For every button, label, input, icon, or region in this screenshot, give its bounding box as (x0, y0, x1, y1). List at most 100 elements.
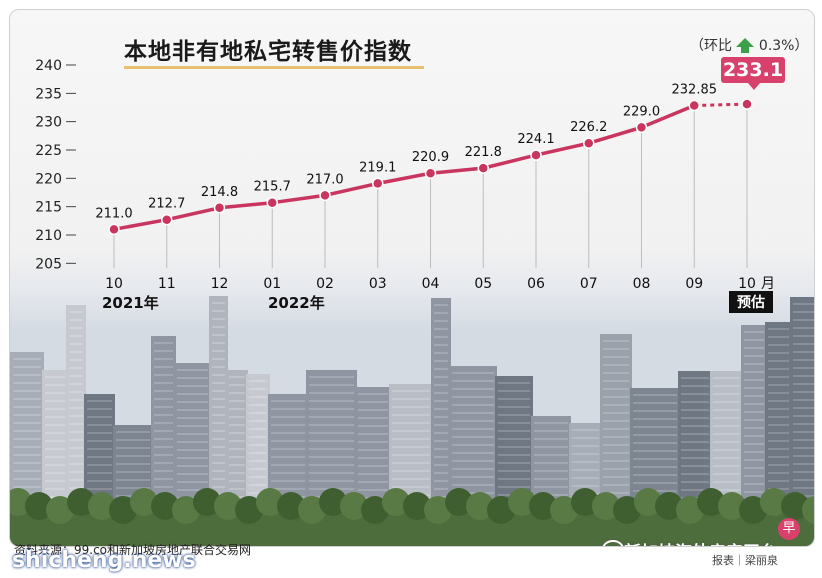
building-window-row (87, 488, 112, 490)
building-window-row (713, 433, 740, 435)
data-label: 221.8 (465, 145, 502, 160)
building-window-row (603, 468, 629, 470)
building-window-row (212, 334, 225, 336)
building-window-row (744, 355, 764, 357)
building-window-row (793, 479, 814, 481)
tree-canopy (256, 488, 284, 516)
building-window-row (116, 471, 150, 473)
building-window-row (633, 442, 677, 444)
data-label: 215.7 (254, 180, 291, 195)
building-window-row (434, 456, 448, 458)
building-window-row (793, 471, 814, 473)
building-window-row (154, 446, 173, 448)
building-window-row (249, 468, 267, 470)
building-window-row (249, 484, 267, 486)
building-window-row (212, 358, 225, 360)
building-window-row (87, 400, 112, 402)
building-window-row (434, 464, 448, 466)
building-window-row (681, 385, 709, 387)
building-window-row (45, 432, 65, 434)
building-window-row (229, 392, 245, 394)
building-window-row (154, 358, 173, 360)
building-window-row (744, 339, 764, 341)
building-window-row (229, 376, 245, 378)
building-window-row (681, 457, 709, 459)
building-window-row (603, 396, 629, 398)
building-window-row (249, 492, 267, 494)
building-window-row (768, 336, 789, 338)
building-window-row (744, 403, 764, 405)
building-window-row (713, 473, 740, 475)
building-window-row (13, 422, 41, 424)
building-window-row (793, 431, 814, 433)
building-window-row (177, 377, 208, 379)
building-window-row (69, 375, 83, 377)
building-window-row (87, 408, 112, 410)
building-window-row (45, 464, 65, 466)
building-window-row (229, 456, 245, 458)
building-window-row (434, 408, 448, 410)
building-window-row (177, 473, 208, 475)
building-window-row (392, 454, 430, 456)
building-window-row (744, 491, 764, 493)
building-window-row (793, 327, 814, 329)
building-window-row (713, 441, 740, 443)
data-point (372, 177, 384, 190)
building-window-row (681, 393, 709, 395)
building-window-row (69, 447, 83, 449)
building-window-row (681, 417, 709, 419)
building-window-row (744, 363, 764, 365)
data-label: 212.7 (148, 197, 185, 212)
building-window-row (452, 420, 494, 422)
building-window-row (793, 311, 814, 313)
building-window-row (212, 310, 225, 312)
building-window-row (212, 326, 225, 328)
y-tick-label: 230 (35, 115, 62, 131)
building-window-row (768, 472, 789, 474)
building-window-row (309, 416, 354, 418)
x-tick-label: 11 (158, 276, 176, 292)
building-window-row (744, 459, 764, 461)
tree-canopy (361, 496, 389, 524)
building-window-row (229, 440, 245, 442)
building-window-row (498, 406, 530, 408)
y-tick-label: 225 (35, 143, 62, 159)
building-window-row (154, 470, 173, 472)
building-window-row (452, 468, 494, 470)
building-window-row (768, 464, 789, 466)
building-window-row (154, 342, 173, 344)
data-point (161, 213, 173, 226)
building-window-row (212, 470, 225, 472)
building-window-row (177, 481, 208, 483)
building-window-row (434, 424, 448, 426)
building-window-row (212, 382, 225, 384)
building-window-row (744, 427, 764, 429)
building-window-row (434, 328, 448, 330)
building-window-row (633, 410, 677, 412)
building-window-row (271, 424, 305, 426)
building-window-row (603, 420, 629, 422)
data-point (319, 189, 331, 202)
building-window-row (309, 424, 354, 426)
x-tick-label: 12 (211, 276, 229, 292)
building-window-row (212, 422, 225, 424)
building-window-row (87, 424, 112, 426)
tree-canopy (403, 492, 431, 520)
site-watermark: shicheng.news (12, 548, 196, 573)
building-window-row (69, 367, 83, 369)
building-window-row (87, 480, 112, 482)
building-window-row (768, 424, 789, 426)
building-window-row (434, 472, 448, 474)
building-window-row (13, 462, 41, 464)
building-window-row (87, 456, 112, 458)
building-window-row (744, 475, 764, 477)
building-window-row (358, 481, 388, 483)
data-label: 224.1 (517, 132, 554, 147)
data-point (266, 196, 278, 209)
building-window-row (69, 423, 83, 425)
data-label: 229.0 (623, 104, 660, 119)
building-window-row (392, 486, 430, 488)
building-window-row (572, 445, 599, 447)
building-window-row (392, 422, 430, 424)
building-window-row (358, 473, 388, 475)
